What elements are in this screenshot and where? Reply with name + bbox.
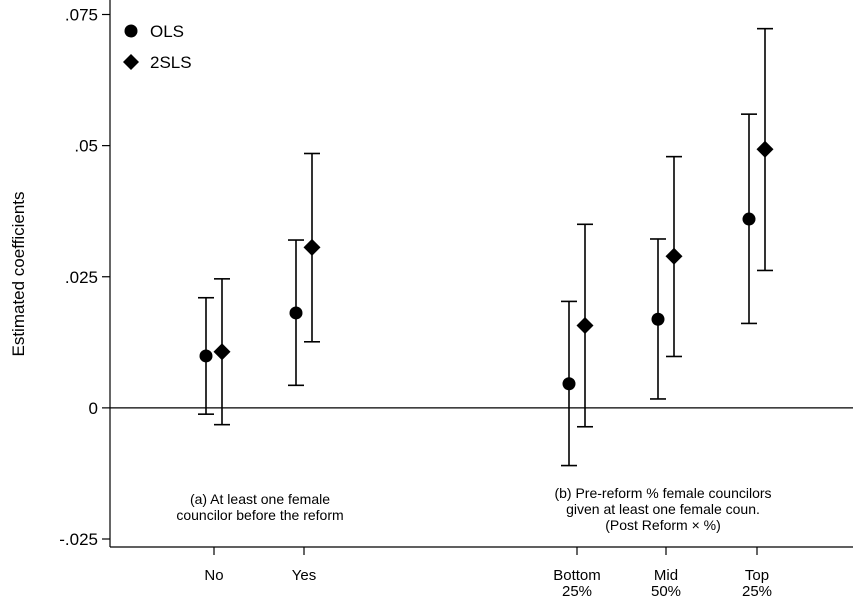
x-tick-label: Top [745, 567, 769, 584]
point-marker-diamond [756, 140, 774, 158]
group-note-line: (b) Pre-reform % female councilors [554, 485, 771, 501]
legend-marker-diamond [123, 54, 139, 70]
y-axis-title: Estimated coefficients [9, 191, 28, 356]
point-marker-circle [289, 306, 303, 320]
x-tick-label: 50% [651, 583, 681, 600]
point-marker-diamond [665, 247, 683, 265]
legend: OLS 2SLS [123, 22, 192, 72]
series-2sls [213, 27, 774, 428]
legend-item-2sls: 2SLS [123, 53, 192, 72]
point-marker-circle [651, 312, 665, 326]
y-tick-label: .075 [65, 6, 98, 25]
y-tick-label: -.025 [59, 530, 98, 549]
y-tick-label: .025 [65, 268, 98, 287]
y-tick-label: 0 [89, 399, 98, 418]
y-tick-label: .05 [74, 137, 98, 156]
point-marker-circle [199, 349, 213, 363]
group-note-line: (a) At least one female [190, 491, 330, 507]
y-ticks: -.025 0 .025 .05 .075 [59, 6, 110, 549]
legend-item-ols: OLS [124, 22, 184, 41]
legend-marker-circle [124, 24, 138, 38]
x-tick-label: 25% [562, 583, 592, 600]
x-tick-label: No [204, 567, 223, 584]
legend-label-ols: OLS [150, 22, 184, 41]
group-note-line: given at least one female coun. [566, 501, 760, 517]
y-axis: -.025 0 .025 .05 .075 Estimated coefficients [9, 0, 111, 549]
point-marker-circle [562, 377, 576, 391]
point-marker-diamond [213, 343, 231, 361]
x-tick-label: 25% [742, 583, 772, 600]
group-note-line: councilor before the reform [176, 507, 343, 523]
series-ols [198, 113, 757, 467]
series-layer [198, 27, 774, 467]
point-marker-diamond [576, 317, 594, 335]
group-note-line: (Post Reform × %) [605, 517, 721, 533]
x-tick-label: Mid [654, 567, 678, 584]
point-marker-diamond [303, 238, 321, 256]
point-marker-circle [742, 212, 756, 226]
legend-label-2sls: 2SLS [150, 53, 192, 72]
x-tick-label: Bottom [553, 567, 601, 584]
x-tick-label: Yes [292, 567, 316, 584]
